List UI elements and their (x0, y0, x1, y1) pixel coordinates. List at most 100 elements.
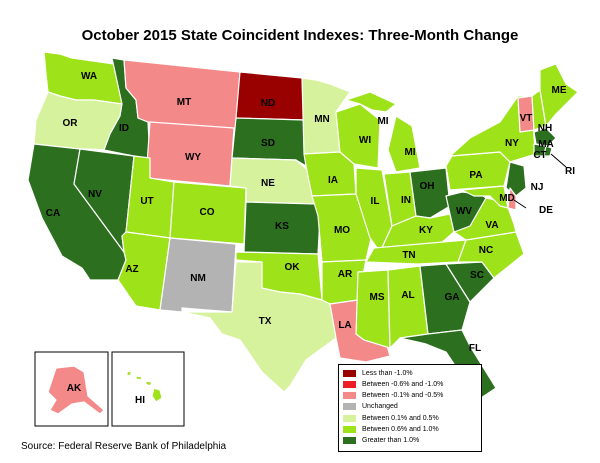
legend-item: Between 0.1% and 0.5% (343, 414, 439, 423)
state-hi-1 (126, 370, 132, 377)
legend-swatch (343, 381, 356, 388)
label-tn: TN (402, 250, 415, 261)
label-wv: WV (456, 206, 472, 217)
label-ok: OK (285, 262, 301, 273)
legend-label: Less than -1.0% (362, 370, 413, 377)
label-ak: AK (67, 383, 82, 394)
inset-frames (34, 351, 185, 427)
state-ms (355, 269, 391, 349)
state-nm (159, 237, 237, 313)
label-ny: NY (505, 138, 519, 149)
state-mi-up (345, 91, 397, 113)
label-mi: MI (404, 147, 415, 158)
legend-label: Between 0.1% and 0.5% (362, 415, 439, 422)
label-nj: NJ (531, 182, 544, 193)
state-me (539, 63, 579, 127)
legend-item: Unchanged (343, 402, 398, 411)
label-mn: MN (314, 114, 330, 125)
legend-label: Unchanged (362, 403, 398, 410)
state-hi-2 (135, 375, 143, 381)
label-or: OR (63, 118, 79, 129)
label-ri: RI (565, 166, 575, 177)
legend-swatch (343, 426, 356, 433)
label-la: LA (338, 320, 351, 331)
label-ms: MS (370, 292, 385, 303)
label-mt: MT (177, 97, 191, 108)
state-mi (387, 115, 421, 173)
source-note: Source: Federal Reserve Bank of Philadel… (21, 441, 227, 452)
state-ga (419, 263, 471, 335)
label-nv: NV (88, 189, 102, 200)
label-il: IL (371, 196, 380, 207)
state-de (507, 187, 517, 211)
label-sd: SD (261, 138, 275, 149)
de-callout-line (513, 199, 527, 209)
legend-label: Between -0.1% and -0.5% (362, 392, 444, 399)
ri-callout-line (550, 153, 567, 168)
state-nj (505, 161, 527, 197)
state-tx (181, 261, 337, 393)
state-ks (243, 201, 321, 255)
legend-swatch (343, 370, 356, 377)
label-ct: CT (533, 150, 546, 161)
label-id: ID (119, 123, 129, 134)
label-me: ME (552, 85, 567, 96)
state-md (461, 185, 509, 209)
legend-item: Greater than 1.0% (343, 436, 419, 445)
label-pa: PA (469, 170, 482, 181)
label-sc: SC (470, 270, 484, 281)
legend-swatch (343, 415, 356, 422)
label-wy: WY (185, 152, 201, 163)
legend-label: Between -0.6% and -1.0% (362, 381, 444, 388)
label-in: IN (401, 195, 411, 206)
map-legend: Less than -1.0% Between -0.6% and -1.0% … (338, 364, 482, 452)
label-ne: NE (261, 178, 275, 189)
label-nh: NH (538, 123, 552, 134)
label-ut: UT (140, 196, 153, 207)
label-va: VA (485, 220, 498, 231)
state-ak (47, 365, 105, 415)
legend-swatch (343, 392, 356, 399)
label-co: CO (200, 207, 215, 218)
legend-item: Less than -1.0% (343, 369, 413, 378)
label-mi-up: MI (377, 116, 388, 127)
label-nc: NC (479, 245, 493, 256)
state-ri (543, 145, 553, 157)
state-hi-3 (145, 380, 153, 387)
label-ga: GA (445, 292, 460, 303)
map-title: October 2015 State Coincident Indexes: T… (81, 27, 519, 44)
label-tx: TX (259, 316, 272, 327)
state-callout-lines (513, 153, 567, 209)
legend-item: Between -0.6% and -1.0% (343, 380, 443, 389)
legend-item: Between -0.1% and -0.5% (343, 391, 443, 400)
state-oh (409, 167, 451, 219)
label-ca: CA (46, 208, 60, 219)
legend-swatch (343, 403, 356, 410)
state-wv (445, 191, 487, 233)
state-hi-4 (151, 387, 163, 403)
label-ar: AR (338, 269, 353, 280)
label-mo: MO (334, 225, 350, 236)
label-hi: HI (135, 395, 145, 406)
legend-item: Between 0.6% and 1.0% (343, 425, 439, 434)
state-sd (231, 117, 307, 167)
label-md: MD (499, 193, 515, 204)
legend-swatch (343, 437, 356, 444)
label-ky: KY (419, 225, 433, 236)
state-mt (123, 59, 241, 131)
label-ia: IA (328, 175, 338, 186)
label-oh: OH (420, 181, 435, 192)
label-fl: FL (469, 343, 481, 354)
label-wi: WI (359, 135, 371, 146)
label-vt: VT (520, 113, 533, 124)
label-de: DE (539, 205, 553, 216)
hawaii-inset-frame (111, 351, 185, 427)
label-az: AZ (125, 264, 138, 275)
state-nd (235, 71, 305, 121)
state-ma (533, 127, 557, 147)
label-al: AL (401, 290, 414, 301)
label-ks: KS (275, 221, 289, 232)
legend-label: Greater than 1.0% (362, 437, 420, 444)
